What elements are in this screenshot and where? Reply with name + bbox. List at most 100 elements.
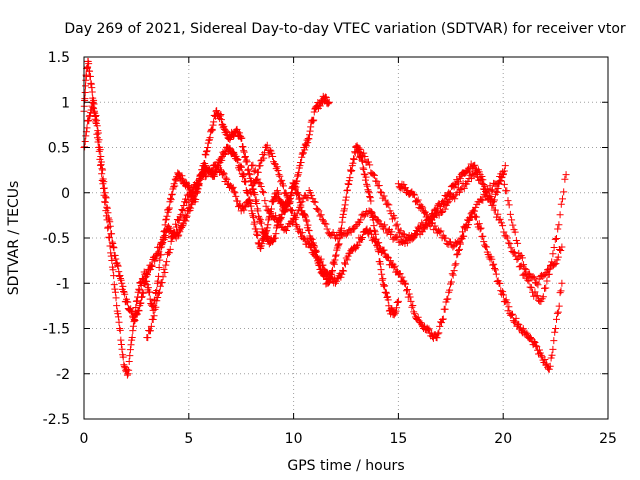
data-point [179,222,187,230]
data-point [155,289,163,297]
data-point [305,135,313,143]
data-point [325,278,333,286]
data-point [444,295,452,303]
data-point [511,248,519,256]
data-point [453,251,461,259]
data-point [447,190,455,198]
data-point [157,240,165,248]
data-point [153,297,161,305]
data-point [351,245,359,253]
data-point [491,196,499,204]
data-point [451,195,459,203]
data-point [339,213,347,221]
data-point [482,189,490,197]
data-point [167,196,175,204]
data-point [182,217,190,225]
data-point [410,190,418,198]
data-point [230,188,238,196]
data-point [298,198,306,206]
data-point [444,199,452,207]
data-point [179,207,187,215]
data-point [499,170,507,178]
data-point [243,156,251,164]
data-point [378,276,386,284]
data-point [370,222,378,230]
data-point [174,216,182,224]
data-point [452,260,460,268]
data-point [379,281,387,289]
data-point [445,189,453,197]
data-point [85,60,93,68]
data-point [164,222,172,230]
data-point [188,197,196,205]
data-point [133,310,141,318]
data-point [511,228,519,236]
data-point [531,288,539,296]
data-point [258,219,266,227]
data-point [246,171,254,179]
data-point [384,227,392,235]
data-point [457,186,465,194]
data-point [114,262,122,270]
data-point [267,209,275,217]
data-point [219,120,227,128]
data-point [161,221,169,229]
data-point [488,255,496,263]
data-point [366,194,374,202]
data-point [263,224,271,232]
data-point [218,156,226,164]
data-point [107,249,115,257]
data-point [305,131,313,139]
data-point [137,293,145,301]
data-point [276,172,284,180]
data-point [163,258,171,266]
data-point [210,118,218,126]
data-point [532,342,540,350]
data-point [373,177,381,185]
data-point [303,217,311,225]
data-point [220,170,228,178]
data-point [282,205,290,213]
data-point [388,228,396,236]
data-point [398,273,406,281]
data-point [128,334,136,342]
data-point [392,307,400,315]
data-point [202,172,210,180]
data-point [271,234,279,242]
data-point [375,239,383,247]
data-point [96,161,104,169]
data-point [112,294,120,302]
data-point [450,267,458,275]
data-point [208,167,216,175]
data-point [118,345,126,353]
data-point [253,205,261,213]
data-point [82,132,90,140]
data-point [251,166,259,174]
data-point [558,243,566,251]
data-point [304,221,312,229]
data-point [507,244,515,252]
data-point [555,302,563,310]
data-point [503,299,511,307]
data-point [316,102,324,110]
chart-title: Day 269 of 2021, Sidereal Day-to-day VTE… [64,21,626,37]
data-point [443,295,451,303]
data-point [298,153,306,161]
data-point [526,283,534,291]
data-point [254,175,262,183]
data-point [407,297,415,305]
data-point [479,176,487,184]
data-point [400,181,408,189]
data-point [316,212,324,220]
data-point [465,168,473,176]
data-point [341,205,349,213]
data-point [250,180,258,188]
data-point [322,268,330,276]
data-point [393,304,401,312]
data-point [487,187,495,195]
data-point [106,222,114,230]
data-point [150,312,158,320]
data-point [103,203,111,211]
data-point [168,234,176,242]
data-point [93,130,101,138]
